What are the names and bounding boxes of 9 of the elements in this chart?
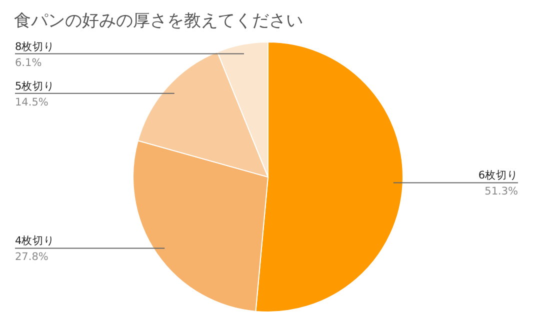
data-label: 27.8%: [15, 251, 48, 264]
data-label: 51.3%: [484, 186, 518, 198]
slice-label: 4枚切り: [15, 234, 55, 248]
chart-title: 食パンの好みの厚さを教えてください: [14, 11, 303, 31]
data-label: 6.1%: [15, 56, 42, 69]
slice-label: 8枚切り: [15, 40, 55, 53]
slice-label: 6枚切り: [478, 168, 518, 182]
slice-label: 5枚切り: [15, 79, 55, 92]
data-label: 14.5%: [15, 96, 48, 108]
